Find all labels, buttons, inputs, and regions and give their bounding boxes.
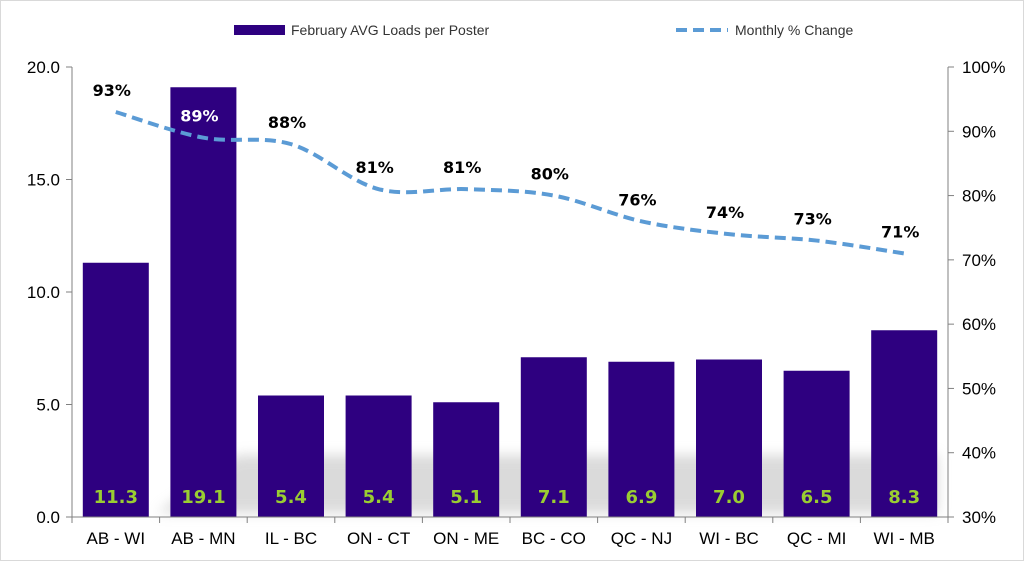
right-tick-label-1: 40% bbox=[962, 444, 996, 463]
bar-value-label-8: 6.5 bbox=[801, 487, 833, 508]
bar-3 bbox=[345, 395, 412, 517]
right-tick-label-5: 80% bbox=[962, 187, 996, 206]
bar-value-label-2: 5.4 bbox=[275, 487, 307, 508]
bars-layer bbox=[82, 87, 938, 517]
pct-label-1: 89% bbox=[180, 107, 218, 126]
axes-layer: 0.0 5.0 10.0 15.0 20.0 30% 40% 50% 60% 70% 80% 90% 1… bbox=[27, 58, 1006, 548]
monthly-change-line bbox=[115, 110, 905, 256]
bar-9 bbox=[871, 330, 938, 517]
right-tick-label-0: 30% bbox=[962, 508, 996, 527]
bar-value-label-0: 11.3 bbox=[94, 487, 138, 508]
bar-7 bbox=[696, 359, 762, 517]
bar-value-label-1: 19.1 bbox=[181, 487, 225, 508]
right-tick-label-7: 100% bbox=[962, 58, 1005, 77]
left-tick-label-1: 5.0 bbox=[36, 396, 60, 415]
left-tick-label-3: 15.0 bbox=[27, 171, 60, 190]
bar-6 bbox=[608, 361, 675, 517]
pct-label-2: 88% bbox=[268, 113, 306, 132]
bar-value-label-3: 5.4 bbox=[363, 487, 395, 508]
legend-line-label: Monthly % Change bbox=[735, 22, 854, 38]
bar-2 bbox=[258, 395, 324, 517]
left-tick-label-2: 10.0 bbox=[27, 283, 60, 302]
bar-value-label-6: 6.9 bbox=[625, 487, 657, 508]
right-tick-label-3: 60% bbox=[962, 315, 996, 334]
right-tick-label-4: 70% bbox=[962, 251, 996, 270]
right-tick-label-6: 90% bbox=[962, 122, 996, 141]
category-label-4: ON - ME bbox=[433, 529, 499, 548]
category-label-8: QC - MI bbox=[787, 529, 847, 548]
category-label-7: WI - BC bbox=[699, 529, 759, 548]
category-label-3: ON - CT bbox=[347, 529, 410, 548]
category-label-9: WI - MB bbox=[874, 529, 935, 548]
bar-value-label-7: 7.0 bbox=[713, 487, 745, 508]
legend-bar-swatch bbox=[234, 25, 285, 35]
pct-label-9: 71% bbox=[881, 222, 919, 241]
bar-value-label-9: 8.3 bbox=[888, 487, 920, 508]
pct-label-3: 81% bbox=[355, 158, 393, 177]
bar-1 bbox=[170, 87, 237, 517]
bar-8 bbox=[783, 370, 850, 517]
legend: February AVG Loads per Poster Monthly % C… bbox=[234, 22, 854, 38]
bar-value-label-4: 5.1 bbox=[450, 487, 482, 508]
category-label-0: AB - WI bbox=[87, 529, 146, 548]
category-label-6: QC - NJ bbox=[611, 529, 672, 548]
pct-label-0: 93% bbox=[93, 81, 131, 100]
bar-value-label-5: 7.1 bbox=[538, 487, 570, 508]
right-tick-label-2: 50% bbox=[962, 379, 996, 398]
pct-label-6: 76% bbox=[618, 190, 656, 209]
bar-4 bbox=[433, 402, 500, 517]
pct-label-4: 81% bbox=[443, 158, 481, 177]
legend-bar-label: February AVG Loads per Poster bbox=[291, 22, 490, 38]
labels-layer: 11.3 19.1 5.4 5.4 5.1 7.1 6.9 7.0 6.5 8.3 93% 89% 88… bbox=[93, 81, 920, 508]
left-tick-label-0: 0.0 bbox=[36, 508, 60, 527]
pct-label-7: 74% bbox=[706, 203, 744, 222]
category-label-1: AB - MN bbox=[171, 529, 235, 548]
bar-5 bbox=[520, 357, 587, 517]
pct-label-8: 73% bbox=[793, 210, 831, 229]
pct-label-5: 80% bbox=[531, 165, 569, 184]
left-tick-label-4: 20.0 bbox=[27, 58, 60, 77]
line-layer bbox=[115, 110, 905, 256]
category-label-5: BC - CO bbox=[522, 529, 586, 548]
category-label-2: IL - BC bbox=[265, 529, 317, 548]
bar-0 bbox=[82, 262, 149, 517]
